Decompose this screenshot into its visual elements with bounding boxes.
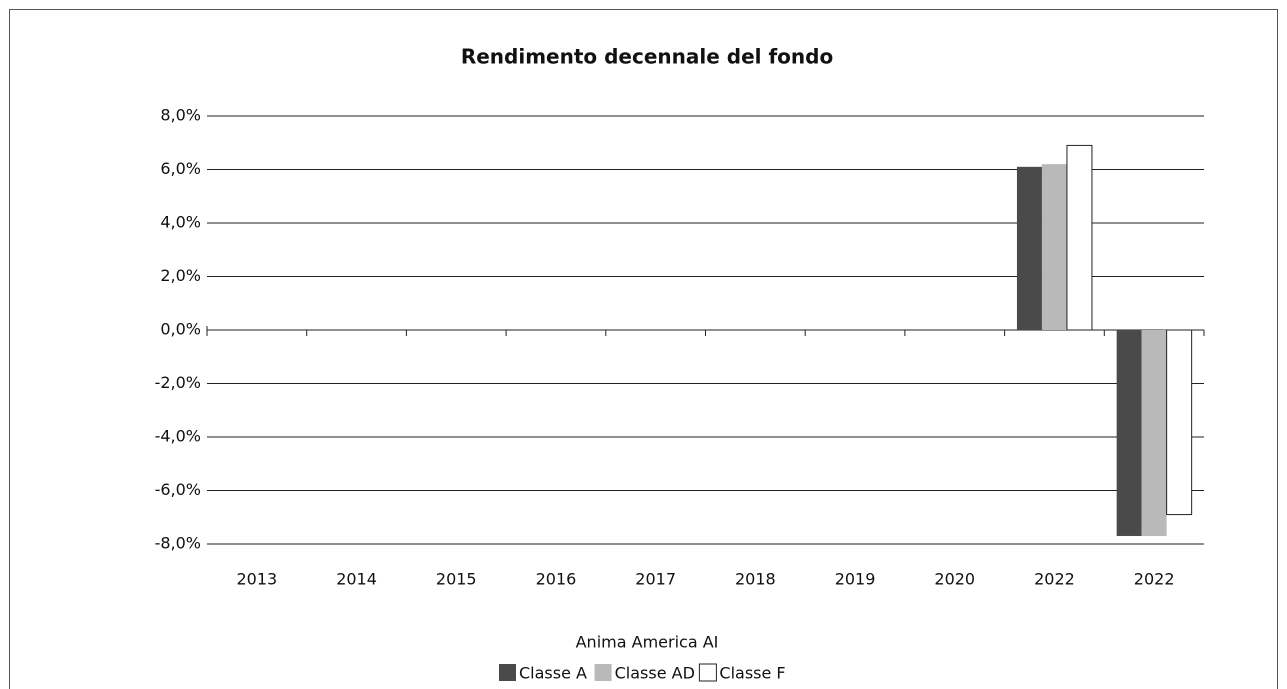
y-tick-label: 6,0% — [160, 159, 201, 178]
legend-label: Classe AD — [615, 664, 695, 683]
x-tick-label: 2022 — [1134, 570, 1175, 589]
legend-swatch — [698, 663, 717, 682]
y-tick-label: -6,0% — [155, 480, 201, 499]
legend-label: Classe A — [519, 664, 587, 683]
legend-label: Classe F — [719, 664, 785, 683]
bar — [1141, 330, 1167, 536]
x-tick-label: 2018 — [735, 570, 776, 589]
x-tick-label: 2015 — [436, 570, 477, 589]
y-tick-label: 4,0% — [160, 213, 201, 232]
bar — [1116, 330, 1142, 536]
bar — [1066, 144, 1093, 331]
y-tick-label: 8,0% — [160, 106, 201, 125]
y-tick-label: -4,0% — [155, 427, 201, 446]
x-tick-label: 2017 — [635, 570, 676, 589]
x-tick-label: 2022 — [1034, 570, 1075, 589]
x-tick-label: 2016 — [536, 570, 577, 589]
y-tick-label: -2,0% — [155, 373, 201, 392]
y-tick-label: 0,0% — [160, 320, 201, 339]
frame — [9, 9, 1278, 689]
y-tick-label: -8,0% — [155, 534, 201, 553]
chart-title: Rendimento decennale del fondo — [461, 45, 833, 69]
x-tick-label: 2020 — [934, 570, 975, 589]
bar — [1041, 164, 1067, 330]
bar — [1016, 166, 1042, 330]
bar — [1166, 329, 1193, 516]
y-tick-label: 2,0% — [160, 266, 201, 285]
x-tick-label: 2019 — [835, 570, 876, 589]
x-tick-label: 2014 — [336, 570, 377, 589]
legend-swatch — [499, 664, 516, 681]
legend-swatch — [594, 664, 612, 681]
x-tick-label: 2013 — [236, 570, 277, 589]
legend-title: Anima America AI — [576, 633, 719, 652]
